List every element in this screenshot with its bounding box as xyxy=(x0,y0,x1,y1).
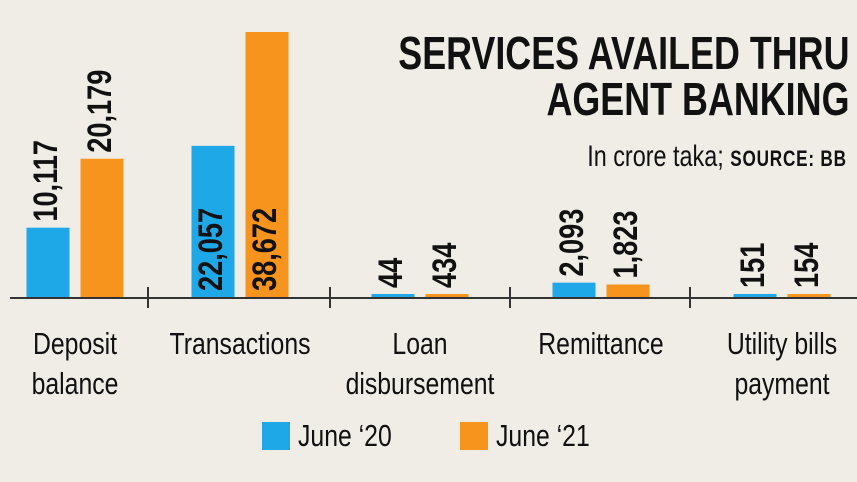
bar xyxy=(787,294,831,297)
value-label: 434 xyxy=(425,243,464,288)
value-label: 154 xyxy=(787,243,826,288)
value-label: 44 xyxy=(371,258,410,288)
value-label: 1,823 xyxy=(606,210,645,278)
chart-title: SERVICES AVAILED THRU AGENT BANKING xyxy=(397,27,849,125)
value-label: 38,672 xyxy=(245,208,284,291)
bar xyxy=(733,294,777,297)
legend-swatch xyxy=(460,422,488,450)
x-tick-label: Utility bills payment xyxy=(726,326,838,401)
bar xyxy=(26,227,70,297)
bar xyxy=(552,282,596,297)
value-label: 10,117 xyxy=(26,140,65,222)
x-tick-label: Transactions xyxy=(169,326,311,361)
value-label: 2,093 xyxy=(552,209,591,277)
legend-swatch xyxy=(262,422,290,450)
x-tick-label: Remittance xyxy=(538,326,664,361)
subtitle-line: In crore taka; SOURCE: BB xyxy=(587,140,847,174)
bar xyxy=(606,284,650,297)
value-label: 20,179 xyxy=(80,70,119,153)
legend-label: June ‘20 xyxy=(298,418,392,453)
legend-label: June ‘21 xyxy=(496,418,590,453)
value-label: 22,057 xyxy=(191,208,230,291)
x-tick-label: Loan disbursement xyxy=(345,326,495,401)
bar xyxy=(245,32,289,297)
bar xyxy=(425,294,469,297)
bar xyxy=(80,158,124,297)
value-label: 151 xyxy=(733,243,772,288)
bar xyxy=(371,294,415,297)
bar xyxy=(191,145,235,297)
x-tick-label: Deposit balance xyxy=(31,326,119,401)
source: SOURCE: BB xyxy=(730,146,847,171)
subtitle: In crore taka; xyxy=(587,140,725,173)
